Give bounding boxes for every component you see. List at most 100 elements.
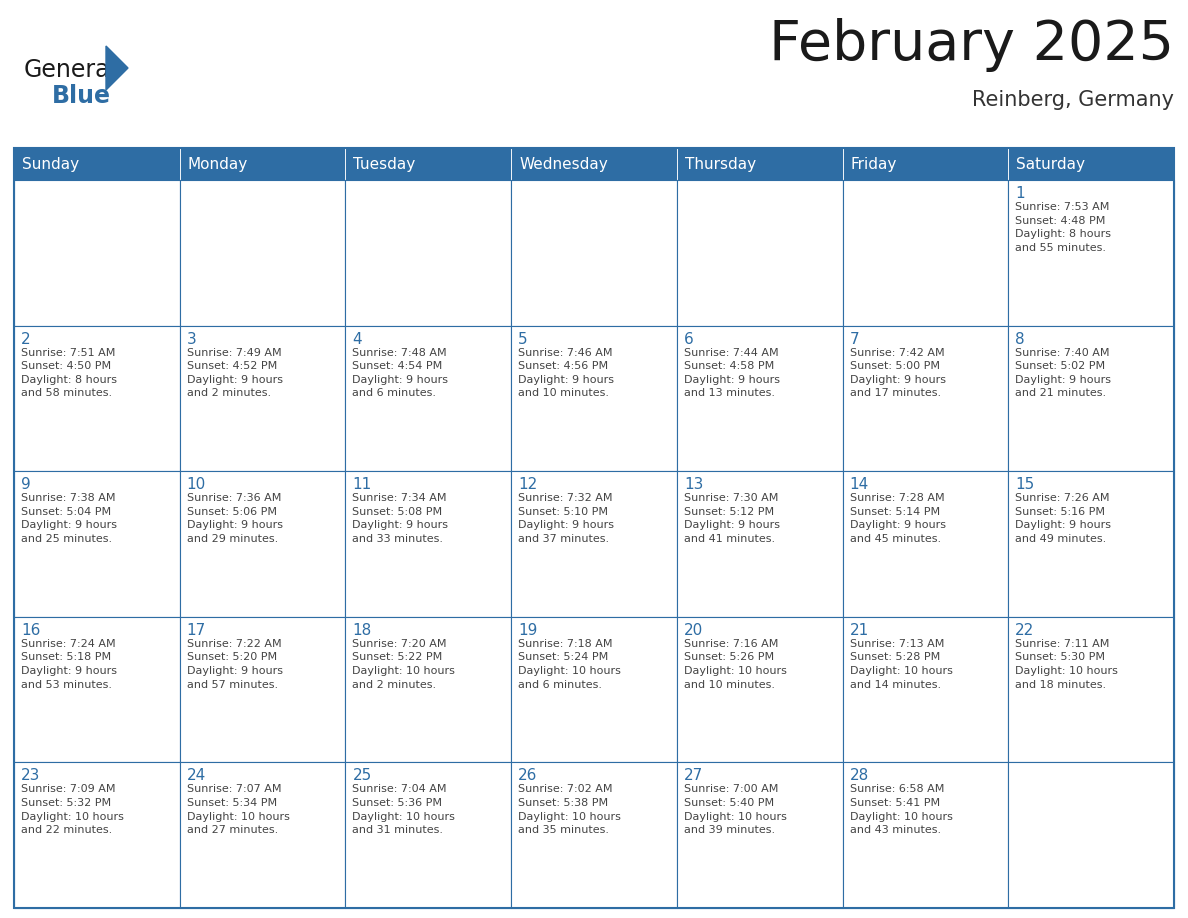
Text: Tuesday: Tuesday — [353, 156, 416, 172]
Text: Friday: Friday — [851, 156, 897, 172]
Text: Sunrise: 7:26 AM
Sunset: 5:16 PM
Daylight: 9 hours
and 49 minutes.: Sunrise: 7:26 AM Sunset: 5:16 PM Dayligh… — [1016, 493, 1111, 544]
Text: Sunrise: 7:18 AM
Sunset: 5:24 PM
Daylight: 10 hours
and 6 minutes.: Sunrise: 7:18 AM Sunset: 5:24 PM Dayligh… — [518, 639, 621, 689]
Bar — [14, 617, 179, 763]
Text: Sunrise: 7:20 AM
Sunset: 5:22 PM
Daylight: 10 hours
and 2 minutes.: Sunrise: 7:20 AM Sunset: 5:22 PM Dayligh… — [353, 639, 455, 689]
Text: Sunrise: 7:32 AM
Sunset: 5:10 PM
Daylight: 9 hours
and 37 minutes.: Sunrise: 7:32 AM Sunset: 5:10 PM Dayligh… — [518, 493, 614, 544]
Text: Sunrise: 7:02 AM
Sunset: 5:38 PM
Daylight: 10 hours
and 35 minutes.: Sunrise: 7:02 AM Sunset: 5:38 PM Dayligh… — [518, 784, 621, 835]
Text: Sunrise: 7:24 AM
Sunset: 5:18 PM
Daylight: 9 hours
and 53 minutes.: Sunrise: 7:24 AM Sunset: 5:18 PM Dayligh… — [21, 639, 116, 689]
Text: 2: 2 — [21, 331, 31, 347]
Text: Sunrise: 7:49 AM
Sunset: 4:52 PM
Daylight: 9 hours
and 2 minutes.: Sunrise: 7:49 AM Sunset: 4:52 PM Dayligh… — [187, 348, 283, 398]
Text: 1: 1 — [1016, 186, 1025, 201]
Text: 20: 20 — [684, 622, 703, 638]
Text: Sunrise: 7:36 AM
Sunset: 5:06 PM
Daylight: 9 hours
and 29 minutes.: Sunrise: 7:36 AM Sunset: 5:06 PM Dayligh… — [187, 493, 283, 544]
Text: Sunrise: 7:22 AM
Sunset: 5:20 PM
Daylight: 9 hours
and 57 minutes.: Sunrise: 7:22 AM Sunset: 5:20 PM Dayligh… — [187, 639, 283, 689]
Bar — [346, 617, 511, 763]
Bar — [677, 148, 842, 180]
Text: Sunrise: 7:07 AM
Sunset: 5:34 PM
Daylight: 10 hours
and 27 minutes.: Sunrise: 7:07 AM Sunset: 5:34 PM Dayligh… — [187, 784, 290, 835]
Text: Sunrise: 7:53 AM
Sunset: 4:48 PM
Daylight: 8 hours
and 55 minutes.: Sunrise: 7:53 AM Sunset: 4:48 PM Dayligh… — [1016, 202, 1111, 252]
Text: 4: 4 — [353, 331, 362, 347]
Bar — [511, 471, 677, 617]
Text: Sunrise: 7:00 AM
Sunset: 5:40 PM
Daylight: 10 hours
and 39 minutes.: Sunrise: 7:00 AM Sunset: 5:40 PM Dayligh… — [684, 784, 786, 835]
Bar — [842, 471, 1009, 617]
Bar — [179, 148, 346, 180]
Text: Sunrise: 7:40 AM
Sunset: 5:02 PM
Daylight: 9 hours
and 21 minutes.: Sunrise: 7:40 AM Sunset: 5:02 PM Dayligh… — [1016, 348, 1111, 398]
Bar — [179, 471, 346, 617]
Polygon shape — [106, 46, 128, 90]
Bar — [1009, 617, 1174, 763]
Bar — [677, 326, 842, 471]
Text: Sunrise: 7:16 AM
Sunset: 5:26 PM
Daylight: 10 hours
and 10 minutes.: Sunrise: 7:16 AM Sunset: 5:26 PM Dayligh… — [684, 639, 786, 689]
Text: General: General — [24, 58, 118, 82]
Bar — [1009, 148, 1174, 180]
Text: Sunrise: 7:04 AM
Sunset: 5:36 PM
Daylight: 10 hours
and 31 minutes.: Sunrise: 7:04 AM Sunset: 5:36 PM Dayligh… — [353, 784, 455, 835]
Text: Sunrise: 7:11 AM
Sunset: 5:30 PM
Daylight: 10 hours
and 18 minutes.: Sunrise: 7:11 AM Sunset: 5:30 PM Dayligh… — [1016, 639, 1118, 689]
Text: Thursday: Thursday — [684, 156, 756, 172]
Text: 17: 17 — [187, 622, 206, 638]
Bar — [14, 326, 179, 471]
Text: 6: 6 — [684, 331, 694, 347]
Bar — [179, 763, 346, 908]
Text: 18: 18 — [353, 622, 372, 638]
Text: February 2025: February 2025 — [769, 18, 1174, 72]
Bar — [511, 326, 677, 471]
Text: 28: 28 — [849, 768, 868, 783]
Text: Sunrise: 7:09 AM
Sunset: 5:32 PM
Daylight: 10 hours
and 22 minutes.: Sunrise: 7:09 AM Sunset: 5:32 PM Dayligh… — [21, 784, 124, 835]
Text: 24: 24 — [187, 768, 206, 783]
Text: 16: 16 — [21, 622, 40, 638]
Bar — [14, 148, 179, 180]
Bar — [677, 617, 842, 763]
Bar — [677, 763, 842, 908]
Text: Sunday: Sunday — [23, 156, 80, 172]
Text: 3: 3 — [187, 331, 196, 347]
Text: Sunrise: 7:28 AM
Sunset: 5:14 PM
Daylight: 9 hours
and 45 minutes.: Sunrise: 7:28 AM Sunset: 5:14 PM Dayligh… — [849, 493, 946, 544]
Bar — [14, 148, 1174, 908]
Bar — [14, 180, 179, 326]
Text: Sunrise: 7:48 AM
Sunset: 4:54 PM
Daylight: 9 hours
and 6 minutes.: Sunrise: 7:48 AM Sunset: 4:54 PM Dayligh… — [353, 348, 448, 398]
Text: Wednesday: Wednesday — [519, 156, 608, 172]
Text: 15: 15 — [1016, 477, 1035, 492]
Bar — [179, 180, 346, 326]
Text: Sunrise: 7:13 AM
Sunset: 5:28 PM
Daylight: 10 hours
and 14 minutes.: Sunrise: 7:13 AM Sunset: 5:28 PM Dayligh… — [849, 639, 953, 689]
Text: Saturday: Saturday — [1016, 156, 1086, 172]
Text: 7: 7 — [849, 331, 859, 347]
Text: 11: 11 — [353, 477, 372, 492]
Text: 21: 21 — [849, 622, 868, 638]
Text: Reinberg, Germany: Reinberg, Germany — [972, 90, 1174, 110]
Text: Blue: Blue — [52, 84, 110, 108]
Text: 22: 22 — [1016, 622, 1035, 638]
Text: 19: 19 — [518, 622, 537, 638]
Text: 13: 13 — [684, 477, 703, 492]
Text: Sunrise: 7:34 AM
Sunset: 5:08 PM
Daylight: 9 hours
and 33 minutes.: Sunrise: 7:34 AM Sunset: 5:08 PM Dayligh… — [353, 493, 448, 544]
Bar — [179, 326, 346, 471]
Text: 27: 27 — [684, 768, 703, 783]
Bar — [1009, 471, 1174, 617]
Text: Sunrise: 7:46 AM
Sunset: 4:56 PM
Daylight: 9 hours
and 10 minutes.: Sunrise: 7:46 AM Sunset: 4:56 PM Dayligh… — [518, 348, 614, 398]
Text: 12: 12 — [518, 477, 537, 492]
Bar — [677, 180, 842, 326]
Text: Sunrise: 7:44 AM
Sunset: 4:58 PM
Daylight: 9 hours
and 13 minutes.: Sunrise: 7:44 AM Sunset: 4:58 PM Dayligh… — [684, 348, 779, 398]
Bar — [346, 148, 511, 180]
Text: 9: 9 — [21, 477, 31, 492]
Bar — [1009, 180, 1174, 326]
Text: 26: 26 — [518, 768, 537, 783]
Text: Sunrise: 7:42 AM
Sunset: 5:00 PM
Daylight: 9 hours
and 17 minutes.: Sunrise: 7:42 AM Sunset: 5:00 PM Dayligh… — [849, 348, 946, 398]
Text: Sunrise: 7:30 AM
Sunset: 5:12 PM
Daylight: 9 hours
and 41 minutes.: Sunrise: 7:30 AM Sunset: 5:12 PM Dayligh… — [684, 493, 779, 544]
Text: 8: 8 — [1016, 331, 1025, 347]
Text: 25: 25 — [353, 768, 372, 783]
Bar — [179, 617, 346, 763]
Bar — [14, 471, 179, 617]
Text: Monday: Monday — [188, 156, 248, 172]
Bar — [1009, 326, 1174, 471]
Bar — [842, 617, 1009, 763]
Bar — [346, 471, 511, 617]
Text: Sunrise: 6:58 AM
Sunset: 5:41 PM
Daylight: 10 hours
and 43 minutes.: Sunrise: 6:58 AM Sunset: 5:41 PM Dayligh… — [849, 784, 953, 835]
Bar — [842, 148, 1009, 180]
Bar — [1009, 763, 1174, 908]
Text: 14: 14 — [849, 477, 868, 492]
Bar — [511, 148, 677, 180]
Text: 5: 5 — [518, 331, 527, 347]
Bar — [346, 326, 511, 471]
Bar — [511, 763, 677, 908]
Bar — [842, 326, 1009, 471]
Bar — [511, 180, 677, 326]
